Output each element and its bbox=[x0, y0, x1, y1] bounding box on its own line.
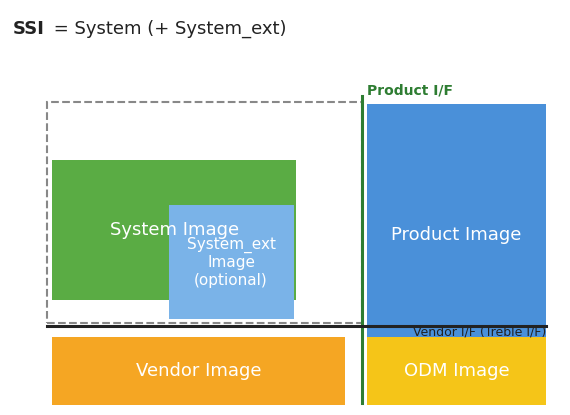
Text: System_ext
Image
(optional): System_ext Image (optional) bbox=[186, 237, 276, 288]
Text: Product Image: Product Image bbox=[392, 226, 522, 244]
Bar bbox=[52, 160, 296, 300]
Bar bbox=[367, 337, 546, 405]
Text: Product I/F: Product I/F bbox=[367, 83, 453, 97]
Text: ODM Image: ODM Image bbox=[404, 362, 510, 381]
Bar bbox=[47, 103, 361, 323]
Text: System Image: System Image bbox=[110, 221, 239, 239]
Bar bbox=[52, 337, 344, 405]
Text: Vendor Image: Vendor Image bbox=[136, 362, 261, 381]
Text: SSI: SSI bbox=[13, 20, 44, 38]
Bar bbox=[367, 105, 546, 366]
Bar bbox=[169, 205, 294, 319]
Text: Vendor I/F (Treble I/F): Vendor I/F (Treble I/F) bbox=[413, 325, 546, 339]
Text: = System (+ System_ext): = System (+ System_ext) bbox=[48, 20, 286, 38]
